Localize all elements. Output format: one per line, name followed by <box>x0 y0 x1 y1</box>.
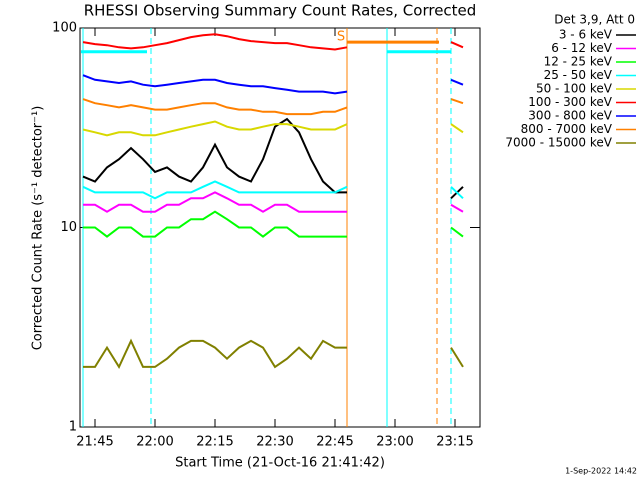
y-tick-label: 10 <box>60 220 77 235</box>
legend-label: 25 - 50 keV <box>544 68 613 82</box>
footnote: 1-Sep-2022 14:42 <box>565 467 637 476</box>
series-line <box>82 33 464 51</box>
series-line <box>82 74 464 95</box>
series-line <box>82 120 464 137</box>
legend-label: 12 - 25 keV <box>544 55 613 69</box>
x-tick-label: 21:45 <box>76 435 113 450</box>
series-line <box>82 98 464 116</box>
annotation: S <box>337 30 345 45</box>
x-tick-label: 22:15 <box>196 435 233 450</box>
legend-label: 300 - 800 keV <box>528 109 612 123</box>
legend-label: 3 - 6 keV <box>559 28 613 42</box>
y-tick-label: 100 <box>52 21 77 36</box>
legend-label: 800 - 7000 keV <box>521 122 613 136</box>
series-line <box>82 117 464 200</box>
series-line <box>83 338 464 370</box>
x-tick-label: 22:45 <box>316 435 353 450</box>
legend-title: Det 3,9, Att 0 <box>554 13 635 27</box>
x-axis-label: Start Time (21-Oct-16 21:41:42) <box>175 456 385 471</box>
x-tick-label: 22:00 <box>136 435 173 450</box>
x-tick-label: 22:30 <box>256 435 293 450</box>
x-tick-label: 23:15 <box>436 435 473 450</box>
legend-label: 6 - 12 keV <box>551 41 613 55</box>
x-tick-label: 23:00 <box>376 435 413 450</box>
y-axis-label: Corrected Count Rate (s⁻¹ detector⁻¹) <box>31 106 46 351</box>
chart-title: RHESSI Observing Summary Count Rates, Co… <box>84 2 477 20</box>
y-tick-label: 1 <box>69 420 77 435</box>
series-line <box>83 210 464 238</box>
legend-label: 50 - 100 keV <box>536 82 613 96</box>
legend-label: 7000 - 15000 keV <box>505 136 612 150</box>
series-line <box>82 180 464 200</box>
legend-label: 100 - 300 keV <box>528 95 612 109</box>
series-line <box>83 191 464 213</box>
